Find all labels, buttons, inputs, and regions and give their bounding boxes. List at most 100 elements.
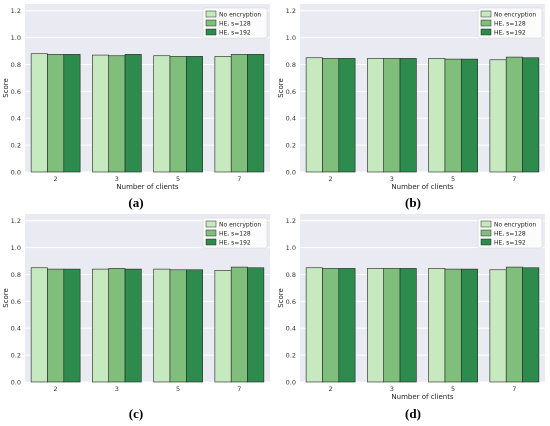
bar-he-s-128-7 xyxy=(505,266,523,383)
y-tick-label: 0.2 xyxy=(11,352,21,360)
bar-no-encryption-2 xyxy=(30,53,48,173)
y-tick-label: 1.0 xyxy=(11,34,21,42)
legend-label: HE, s=128 xyxy=(494,21,526,28)
bar-he-s-192-2 xyxy=(63,54,81,173)
legend: No encryption HE, s=128 HE, s=192 xyxy=(477,7,543,39)
y-axis-label: Score xyxy=(277,78,285,98)
y-tick-label: 1.2 xyxy=(286,7,296,15)
y-tick-label: 1.2 xyxy=(11,217,21,225)
bar-he-s-128-7 xyxy=(230,54,248,173)
y-tick-label: 0.2 xyxy=(11,142,21,150)
bar-he-s-192-3 xyxy=(399,268,417,383)
x-axis-label: Number of clients xyxy=(116,183,179,191)
bar-he-s-192-5 xyxy=(460,268,478,383)
caption-b: (b) xyxy=(405,195,421,210)
bar-he-s-128-5 xyxy=(169,56,187,173)
legend-swatch xyxy=(205,19,217,27)
x-tick-label: 5 xyxy=(176,385,180,393)
x-tick-label: 3 xyxy=(390,175,394,183)
bar-he-s-192-7 xyxy=(247,267,265,383)
bar-he-s-128-3 xyxy=(108,55,126,173)
legend-box xyxy=(477,7,543,39)
bar-no-encryption-7 xyxy=(214,56,232,173)
y-tick-label: 0.4 xyxy=(11,115,21,123)
legend-swatch xyxy=(205,220,217,228)
y-tick-label: 0.6 xyxy=(286,298,296,306)
bar-no-encryption-5 xyxy=(153,55,171,173)
y-tick-label: 0.6 xyxy=(11,88,21,96)
legend-swatch xyxy=(205,28,217,36)
legend-box xyxy=(202,7,268,39)
legend-swatch xyxy=(480,238,492,246)
y-tick-label: 0.4 xyxy=(286,115,296,123)
x-tick-label: 5 xyxy=(451,175,455,183)
bar-he-s-192-2 xyxy=(338,58,356,173)
bar-he-s-192-7 xyxy=(522,57,540,173)
y-tick-label: 1.2 xyxy=(11,7,21,15)
bar-he-s-128-7 xyxy=(505,56,523,173)
x-axis-label: Number of clients xyxy=(391,183,454,191)
x-tick-label: 2 xyxy=(54,175,58,183)
bar-he-s-192-2 xyxy=(63,268,81,383)
legend: No encryption HE, s=128 HE, s=192 xyxy=(202,217,268,249)
x-tick-label: 3 xyxy=(115,385,119,393)
y-tick-label: 0.8 xyxy=(11,271,21,279)
x-tick-label: 3 xyxy=(390,385,394,393)
y-tick-label: 0.0 xyxy=(286,169,296,177)
bar-he-s-192-7 xyxy=(247,54,265,173)
legend-swatch xyxy=(480,28,492,36)
y-tick-label: 0.8 xyxy=(286,61,296,69)
legend-swatch xyxy=(480,220,492,228)
y-tick-label: 1.0 xyxy=(286,34,296,42)
bar-no-encryption-2 xyxy=(305,267,323,383)
bar-no-encryption-3 xyxy=(367,58,385,173)
y-tick-label: 1.0 xyxy=(286,244,296,252)
bar-he-s-128-5 xyxy=(169,269,187,383)
bar-no-encryption-3 xyxy=(92,54,110,173)
bar-no-encryption-2 xyxy=(305,57,323,173)
bar-he-s-128-2 xyxy=(47,54,65,173)
y-tick-label: 0.6 xyxy=(286,88,296,96)
bar-no-encryption-5 xyxy=(153,268,171,383)
bar-he-s-192-5 xyxy=(460,58,478,173)
y-axis-label: Score xyxy=(2,78,10,98)
chart-panel-c: 0.0 0.2 0.4 0.6 0.8 1.0 1.2 2 3 5 7 Score No encrypt… xyxy=(2,214,270,393)
x-tick-label: 2 xyxy=(329,385,333,393)
y-axis-label: Score xyxy=(277,288,285,308)
y-axis-label: Score xyxy=(2,288,10,308)
y-tick-label: 0.2 xyxy=(286,352,296,360)
legend-swatch xyxy=(205,10,217,18)
x-tick-label: 7 xyxy=(512,385,516,393)
y-tick-label: 1.2 xyxy=(286,217,296,225)
bar-no-encryption-7 xyxy=(489,269,507,383)
bar-he-s-128-2 xyxy=(322,268,340,383)
bar-he-s-128-2 xyxy=(322,58,340,173)
caption-a: (a) xyxy=(128,195,144,210)
bar-he-s-128-3 xyxy=(108,268,126,383)
legend-label: No encryption xyxy=(494,222,536,229)
bar-no-encryption-3 xyxy=(92,268,110,383)
legend-label: HE, s=128 xyxy=(219,21,251,28)
bar-he-s-192-5 xyxy=(185,56,203,173)
legend-swatch xyxy=(480,229,492,237)
bar-he-s-128-7 xyxy=(230,266,248,383)
legend-label: No encryption xyxy=(219,12,261,19)
y-tick-label: 0.8 xyxy=(286,271,296,279)
legend-label: HE, s=128 xyxy=(494,231,526,238)
legend-swatch xyxy=(480,10,492,18)
y-tick-label: 0.6 xyxy=(11,298,21,306)
x-tick-label: 7 xyxy=(237,385,241,393)
y-tick-label: 0.0 xyxy=(11,379,21,387)
legend: No encryption HE, s=128 HE, s=192 xyxy=(202,7,268,39)
legend-swatch xyxy=(480,19,492,27)
bar-he-s-128-3 xyxy=(383,58,401,173)
legend-label: HE, s=192 xyxy=(219,30,251,37)
legend-label: No encryption xyxy=(219,222,261,229)
bar-no-encryption-5 xyxy=(428,58,446,173)
legend-label: HE, s=192 xyxy=(494,30,526,37)
legend-label: HE, s=192 xyxy=(219,240,251,247)
legend-label: HE, s=192 xyxy=(494,240,526,247)
x-tick-label: 3 xyxy=(115,175,119,183)
y-tick-label: 0.4 xyxy=(286,325,296,333)
y-tick-label: 0.0 xyxy=(286,379,296,387)
